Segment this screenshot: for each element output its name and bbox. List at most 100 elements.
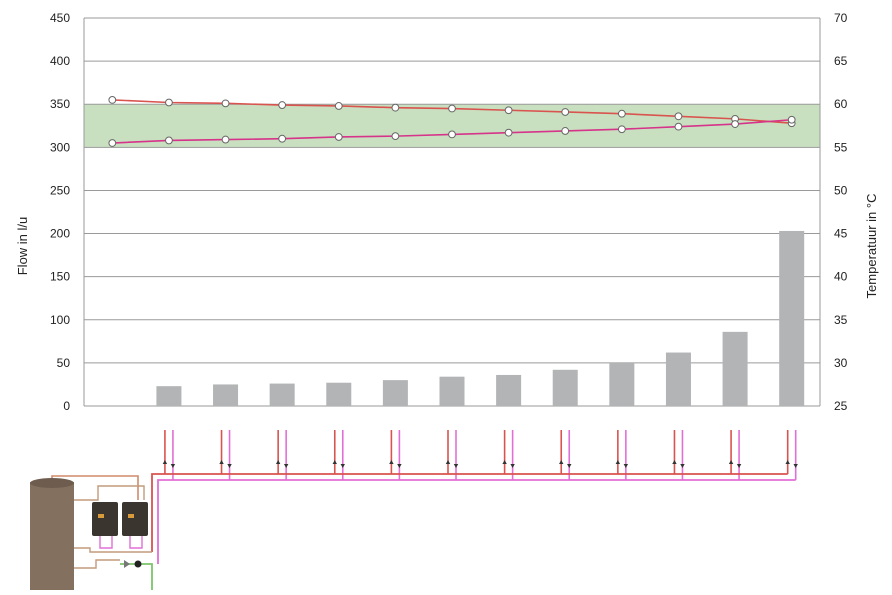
temperature-point bbox=[561, 127, 570, 135]
flow-bar bbox=[609, 362, 635, 406]
y-tick-label: 0 bbox=[63, 399, 70, 413]
flow-arrow-down bbox=[793, 464, 798, 468]
temperature-point bbox=[221, 135, 230, 144]
y2-tick-label: 50 bbox=[834, 183, 848, 197]
y-axis-label: Flow in l/u bbox=[15, 217, 30, 276]
temperature-lines bbox=[108, 96, 796, 147]
flow-arrow-up bbox=[559, 460, 564, 464]
unit-outlet-pipe bbox=[99, 536, 113, 549]
y-tick-label: 150 bbox=[50, 270, 70, 284]
flow-bar bbox=[496, 374, 522, 406]
y-tick-label: 50 bbox=[57, 356, 71, 370]
return-main bbox=[157, 479, 796, 564]
flow-bar bbox=[269, 383, 295, 406]
flow-arrow-down bbox=[170, 464, 176, 468]
storage-tank bbox=[30, 482, 74, 590]
y-tick-label: 350 bbox=[50, 97, 70, 111]
y2-tick-label: 25 bbox=[834, 399, 848, 413]
y2-tick-label: 60 bbox=[834, 97, 848, 111]
temperature-point bbox=[278, 101, 287, 109]
tank-lower-pipe bbox=[74, 559, 120, 569]
temperature-point bbox=[617, 125, 626, 134]
temperature-point bbox=[334, 133, 343, 141]
tank-top bbox=[30, 478, 74, 488]
flow-arrow-up bbox=[389, 460, 394, 464]
flow-bar bbox=[779, 230, 805, 406]
flow-bar bbox=[213, 384, 239, 406]
supply-main bbox=[151, 473, 788, 552]
flow-arrow-up bbox=[162, 460, 168, 464]
temperature-point bbox=[617, 109, 626, 118]
temperature-point bbox=[504, 106, 513, 115]
y2-axis-label: Temperatuur in °C bbox=[864, 194, 879, 299]
flow-arrow-up bbox=[615, 460, 621, 464]
temperature-point bbox=[108, 96, 117, 104]
y-tick-label: 400 bbox=[50, 54, 70, 68]
flow-bar bbox=[326, 382, 352, 406]
flow-arrow-down bbox=[736, 464, 742, 468]
temperature-point bbox=[674, 122, 683, 131]
y-tick-label: 200 bbox=[50, 227, 70, 241]
temperature-point bbox=[787, 115, 796, 124]
temperature-point bbox=[674, 112, 683, 121]
flow-arrow-down bbox=[680, 464, 685, 468]
flow-arrow-up bbox=[275, 460, 281, 464]
temperature-point bbox=[108, 139, 117, 147]
unit-indicator bbox=[128, 514, 134, 518]
flow-arrow-up bbox=[332, 460, 337, 464]
y-tick-label: 250 bbox=[50, 183, 70, 197]
temperature-point bbox=[504, 128, 513, 137]
flow-arrow-up bbox=[672, 460, 677, 464]
temperature-point bbox=[391, 103, 400, 112]
flow-arrow-down bbox=[510, 464, 515, 468]
temperature-point bbox=[561, 108, 570, 116]
temperature-point bbox=[165, 136, 173, 145]
flow-arrow-down bbox=[283, 464, 289, 468]
unit-outlet-pipe bbox=[129, 536, 143, 549]
flow-arrow-down bbox=[453, 464, 459, 468]
unit-indicator bbox=[98, 514, 104, 518]
y2-tick-label: 65 bbox=[834, 54, 848, 68]
flow-arrow-down bbox=[340, 464, 345, 468]
temperature-point bbox=[334, 102, 343, 110]
flow-bars bbox=[156, 230, 805, 406]
flow-arrow-down bbox=[623, 464, 629, 468]
y-tick-label: 450 bbox=[50, 11, 70, 25]
temperature-point bbox=[165, 98, 173, 107]
tank-return-pipe bbox=[74, 547, 152, 553]
flow-arrow-up bbox=[502, 460, 507, 464]
y2-tick-label: 35 bbox=[834, 313, 848, 327]
flow-bar bbox=[382, 380, 408, 406]
gridlines bbox=[83, 17, 821, 407]
flow-arrow-down bbox=[397, 464, 402, 468]
temperature-point bbox=[448, 104, 456, 113]
temperature-point bbox=[731, 120, 739, 128]
flow-arrow-up bbox=[445, 460, 451, 464]
flow-bar bbox=[552, 369, 578, 406]
y-tick-label: 300 bbox=[50, 140, 70, 154]
temperature-point bbox=[221, 99, 230, 108]
temperature-point bbox=[278, 134, 287, 143]
flow-bar bbox=[665, 352, 691, 406]
temperature-point bbox=[391, 132, 400, 141]
valve-icon bbox=[124, 560, 130, 568]
tank-supply-pipe bbox=[51, 475, 139, 500]
y-tick-label: 100 bbox=[50, 313, 70, 327]
flow-bar bbox=[439, 376, 465, 406]
y2-tick-label: 70 bbox=[834, 11, 848, 25]
flow-bar bbox=[156, 386, 182, 406]
y2-tick-label: 30 bbox=[834, 356, 848, 370]
pump-icon bbox=[134, 560, 142, 568]
y2-tick-label: 40 bbox=[834, 270, 848, 284]
flow-arrow-up bbox=[728, 460, 734, 464]
heat-exchanger-unit bbox=[122, 502, 148, 536]
tank-feed-pipe bbox=[74, 485, 145, 501]
piping-schematic bbox=[30, 430, 798, 590]
heat-exchanger-unit bbox=[92, 502, 118, 536]
axis-ticks: 0 50 100 150 200 250 300 350 400 450 25 30 35 40 45 50 5… bbox=[50, 11, 848, 413]
y2-tick-label: 45 bbox=[834, 227, 848, 241]
flow-arrow-down bbox=[567, 464, 572, 468]
y2-tick-label: 55 bbox=[834, 140, 848, 154]
